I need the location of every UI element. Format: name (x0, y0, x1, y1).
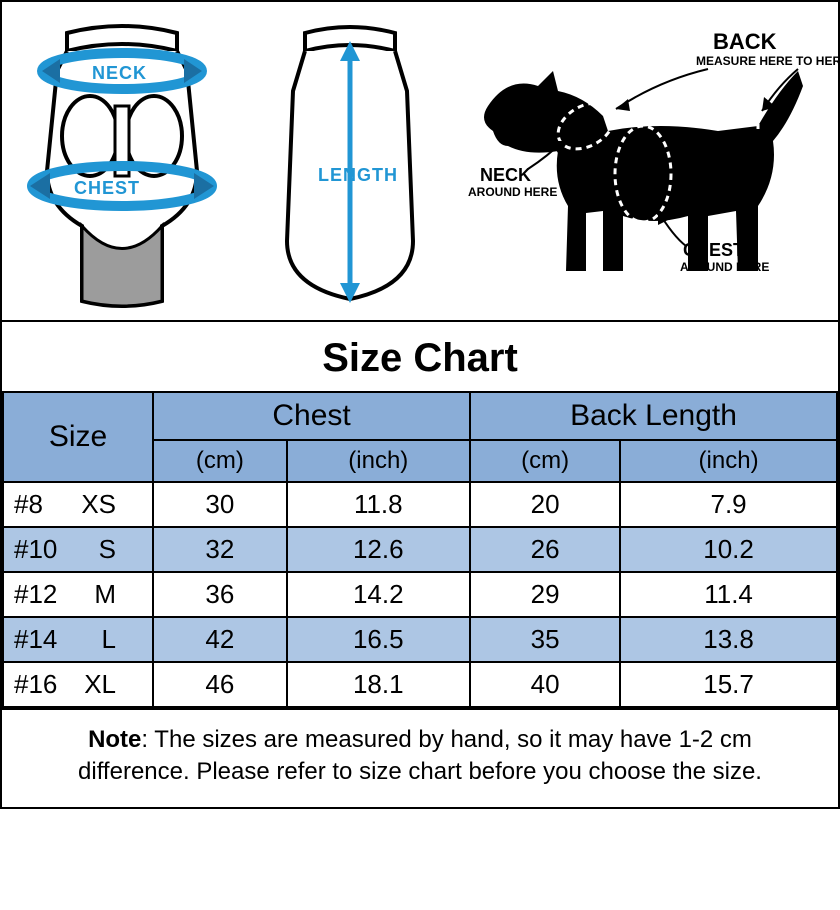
note-text: Note: The sizes are measured by hand, so… (2, 708, 838, 807)
col-back: Back Length (470, 392, 837, 440)
length-label: LENGTH (318, 165, 398, 185)
dog-back-sub: MEASURE HERE TO HERE (696, 54, 838, 68)
table-row: #12M 36 14.2 29 11.4 (3, 572, 837, 617)
dog-neck-label: NECK (480, 165, 531, 185)
table-row: #8XS 30 11.8 20 7.9 (3, 482, 837, 527)
table-row: #14L 42 16.5 35 13.8 (3, 617, 837, 662)
dog-back-label: BACK (713, 29, 777, 54)
note-body: : The sizes are measured by hand, so it … (78, 726, 762, 785)
chart-title: Size Chart (2, 322, 838, 391)
garment-back-diagram: LENGTH (242, 2, 458, 320)
chest-label: CHEST (74, 178, 140, 198)
col-back-cm: (cm) (470, 440, 620, 482)
dog-neck-sub: AROUND HERE (468, 185, 557, 199)
dog-chest-sub: AROUND HERE (680, 260, 769, 274)
col-chest-cm: (cm) (153, 440, 286, 482)
dog-diagram: BACK MEASURE HERE TO HERE NECK AROUND HE… (458, 2, 838, 320)
col-back-inch: (inch) (620, 440, 837, 482)
garment-front-diagram: NECK CHEST (2, 2, 242, 320)
col-chest: Chest (153, 392, 470, 440)
size-table: Size Chest Back Length (cm) (inch) (cm) … (2, 391, 838, 708)
dog-svg: BACK MEASURE HERE TO HERE NECK AROUND HE… (458, 11, 838, 311)
table-row: #10S 32 12.6 26 10.2 (3, 527, 837, 572)
garment-front-svg: NECK CHEST (2, 11, 242, 311)
dog-chest-label: CHEST (683, 240, 744, 260)
size-chart-card: NECK CHEST LENGTH (0, 0, 840, 809)
garment-back-svg: LENGTH (255, 11, 445, 311)
col-size: Size (3, 392, 153, 482)
table-row: #16XL 46 18.1 40 15.7 (3, 662, 837, 707)
note-label: Note (88, 726, 141, 753)
size-table-body: #8XS 30 11.8 20 7.9 #10S 32 12.6 26 10.2… (3, 482, 837, 707)
col-chest-inch: (inch) (287, 440, 470, 482)
neck-label: NECK (92, 63, 147, 83)
diagram-row: NECK CHEST LENGTH (2, 2, 838, 322)
